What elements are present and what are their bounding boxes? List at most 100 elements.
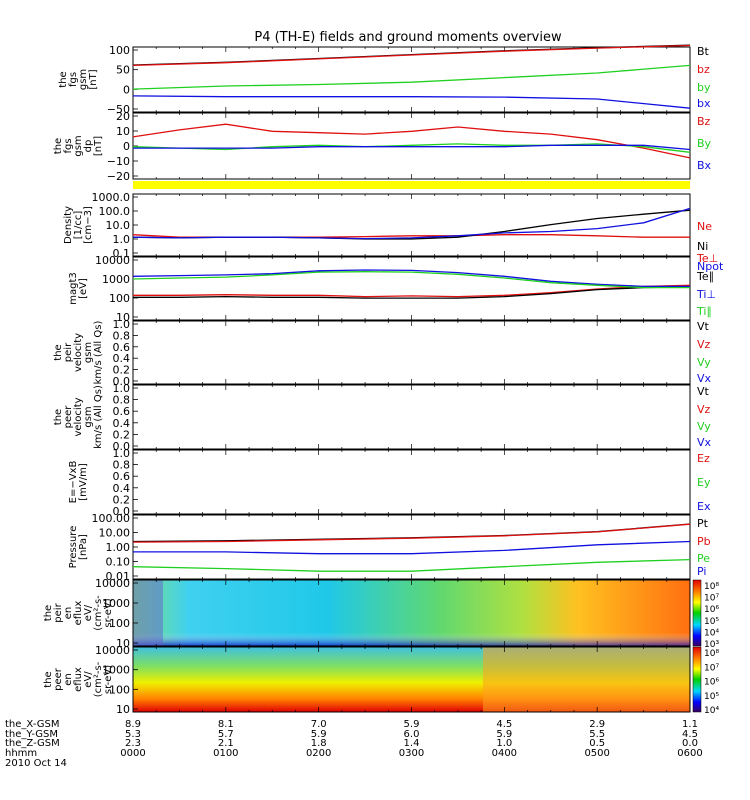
legend-entry: Ez <box>697 452 710 465</box>
series-line-Te⊥ <box>133 284 691 298</box>
y-axis-label: en <box>63 607 74 620</box>
y-axis-label: [nT] <box>93 136 104 156</box>
y-tick-label: 10.00 <box>99 527 131 540</box>
y-tick-label: 0.4 <box>113 482 131 495</box>
footer-value: 5.9 <box>496 729 512 740</box>
y-tick-label: 10 <box>116 637 130 650</box>
y-tick-label: −50 <box>107 103 130 116</box>
legend-entry: Vx <box>697 372 712 385</box>
y-tick-label: 20 <box>116 110 130 123</box>
legend-entry: Ti⊥ <box>696 288 716 301</box>
footer-value: 4.5 <box>496 719 512 730</box>
y-tick-label: 10 <box>116 311 130 324</box>
electron-spectrogram-late <box>483 647 690 712</box>
panel-10: 10⁸ 10⁷ 10⁶ 10⁵ 10⁴ 10000 1000 100 10 the peer en ef… <box>43 644 719 716</box>
y-axis-label: peir <box>53 602 64 622</box>
legend-entry: Te⊥ <box>696 252 718 265</box>
y-tick-label: 0.2 <box>113 428 131 441</box>
y-axis-label: gsm <box>73 135 84 156</box>
y-tick-label: 0.10 <box>106 556 131 569</box>
y-tick-label: 0 <box>123 83 130 96</box>
footer-value: 0000 <box>120 748 145 759</box>
series-line-Npot <box>132 207 691 240</box>
y-tick-label: 0.6 <box>113 470 131 483</box>
y-tick-label: 10.0 <box>106 219 131 232</box>
y-axis-label: the <box>53 344 64 360</box>
legend-entry: Vt <box>697 320 710 333</box>
colorbar-tick-label: 10⁷ <box>704 663 719 673</box>
panel-frame <box>132 46 691 113</box>
legend-entry: by <box>697 81 711 94</box>
footer-row-label: the_Y-GSM <box>5 729 58 740</box>
y-axis-label: velocity <box>73 333 84 372</box>
colorbar-tick-label: 10⁴ <box>704 628 719 638</box>
footer-value: 2.9 <box>589 719 605 730</box>
panel-6: 1.00.80.60.40.20.0 the peer velocity gsm km/s… <box>53 382 712 453</box>
y-axis-label: (cm²-s- <box>93 595 104 631</box>
series-line-bx <box>132 95 691 109</box>
y-axis-label: the <box>58 71 69 87</box>
legend-entry: Ey <box>697 476 711 489</box>
colorbar-tick-label: 10⁷ <box>704 594 719 604</box>
legend-entry: Te∥ <box>696 270 714 283</box>
figure-title: P4 (TH-E) fields and ground moments over… <box>254 30 562 45</box>
footer-value: 1.0 <box>496 738 512 749</box>
footer-row-label: hhmm <box>5 748 37 759</box>
panel-frame <box>132 384 691 450</box>
legend-entry: Ni <box>697 240 708 253</box>
y-tick-label: 0.6 <box>113 405 131 418</box>
footer-value: 8.1 <box>218 719 234 730</box>
flag-bar <box>133 181 690 189</box>
legend-entry: Bt <box>697 45 710 58</box>
footer-value: 0.0 <box>682 738 698 749</box>
footer-value: 5.3 <box>125 729 141 740</box>
colorbar-9 <box>692 579 702 647</box>
y-tick-label: −20 <box>107 170 130 183</box>
y-tick-label: 0 <box>123 140 130 153</box>
series-line-Pb <box>132 523 691 543</box>
colorbar-tick-label: 10⁵ <box>704 692 719 702</box>
y-axis-label: [mV/m] <box>78 463 89 501</box>
y-tick-label: 0.2 <box>113 493 131 506</box>
y-axis-label: gsm <box>78 69 89 90</box>
y-axis-label: peer <box>63 405 74 429</box>
footer-value: 4.5 <box>682 729 698 740</box>
y-tick-label: 10000 <box>95 254 130 267</box>
legend-entry: Vz <box>697 403 711 416</box>
y-tick-label: 0.4 <box>113 352 131 365</box>
colorbar-tick-label: 10⁶ <box>704 605 719 615</box>
panel-frame <box>132 449 691 515</box>
y-tick-label: 1000.0 <box>92 191 131 204</box>
y-tick-label: 10000 <box>95 644 130 657</box>
footer-value: 0200 <box>306 748 331 759</box>
legend-entry: Vy <box>697 356 711 369</box>
y-axis-label: eflux <box>73 667 84 692</box>
series-line-Ti⊥ <box>132 269 690 288</box>
footer-row-label: the_Z-GSM <box>5 738 60 749</box>
y-tick-label: 0.4 <box>113 417 131 430</box>
series-line-Pe <box>132 558 691 572</box>
y-axis-label: fgs <box>63 138 74 153</box>
y-tick-label: 0.2 <box>113 364 131 377</box>
panel-5: 1.00.80.60.40.20.0 the peir velocity gsm km/s… <box>53 318 712 388</box>
y-tick-label: 10 <box>116 125 130 138</box>
y-tick-label: 1.0 <box>113 447 131 460</box>
y-tick-label: 0.0 <box>113 375 131 388</box>
y-tick-label: 1.0 <box>113 233 131 246</box>
y-axis-label: gsm <box>83 342 94 363</box>
y-tick-label: 100.00 <box>92 512 131 525</box>
y-axis-label: peir <box>63 342 74 362</box>
colorbar-tick-label: 10⁸ <box>704 582 719 592</box>
y-axis-label: (cm²-s- <box>93 661 104 697</box>
y-axis-label: [eV] <box>78 278 89 299</box>
y-axis-label: eV/ <box>83 671 94 688</box>
footer-value: 7.0 <box>311 719 327 730</box>
footer-value: 2.1 <box>218 738 234 749</box>
y-axis-label: the <box>43 671 54 687</box>
y-axis-label: Density <box>63 206 74 244</box>
footer-value: 1.4 <box>404 738 420 749</box>
footer-value: 5.9 <box>404 719 420 730</box>
y-axis-label: km/s (All Qs) <box>93 385 104 449</box>
